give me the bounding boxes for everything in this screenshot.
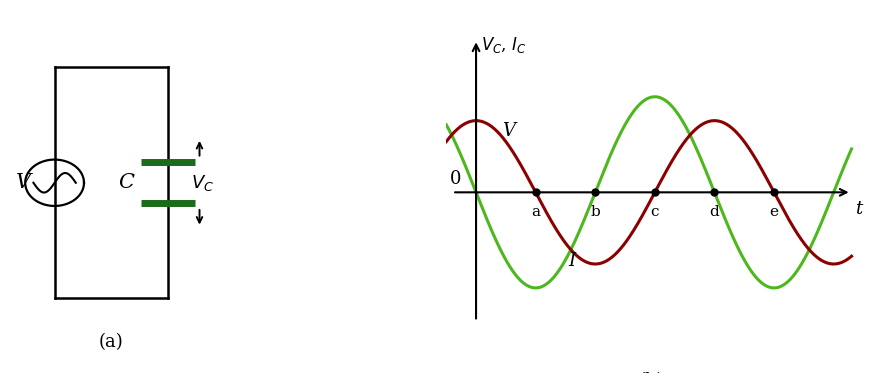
Text: C: C: [118, 173, 134, 192]
Text: c: c: [651, 205, 659, 219]
Text: d: d: [710, 205, 719, 219]
Text: b: b: [591, 205, 600, 219]
Text: (a): (a): [99, 333, 123, 351]
Text: t: t: [855, 200, 862, 218]
Text: (b): (b): [639, 372, 665, 373]
Text: a: a: [531, 205, 540, 219]
Text: I: I: [568, 251, 575, 270]
Text: 0: 0: [450, 170, 461, 188]
Text: $V_C$, $I_C$: $V_C$, $I_C$: [481, 35, 527, 54]
Text: V: V: [502, 122, 515, 140]
Text: V: V: [16, 173, 31, 192]
Text: $V_C$: $V_C$: [191, 173, 214, 193]
Text: e: e: [769, 205, 779, 219]
